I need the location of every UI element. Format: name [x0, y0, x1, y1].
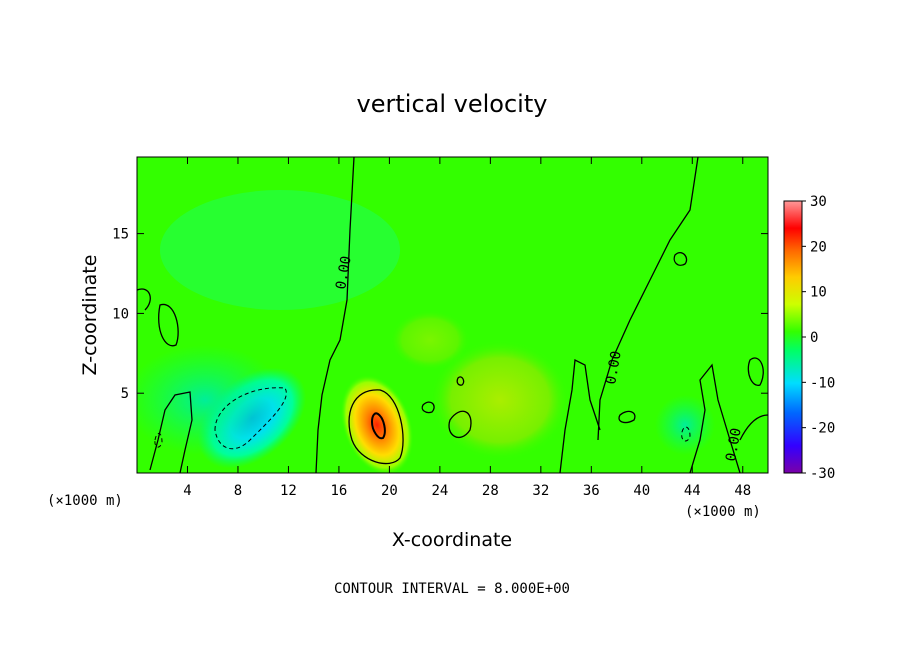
- y-axis: 5 10 15: [112, 227, 768, 402]
- contour-small-3: [448, 410, 472, 439]
- x-tick-label: 36: [583, 483, 600, 499]
- colorbar-tick-label: 0: [810, 330, 818, 346]
- x-unit-label-right: (×1000 m): [685, 504, 761, 520]
- contour-small-6: [747, 357, 764, 386]
- x-axis-label: X-coordinate: [392, 529, 512, 551]
- negative-contours: [154, 387, 691, 450]
- contour-zero-right: [597, 157, 699, 441]
- x-tick-label: 40: [633, 483, 650, 499]
- x-tick-label: 24: [431, 483, 448, 499]
- x-tick-label: 28: [482, 483, 499, 499]
- y-tick-label: 10: [112, 306, 129, 322]
- x-tick-label: 12: [280, 483, 297, 499]
- contour-label: 0.00: [333, 255, 355, 291]
- contour-right-lower: [689, 363, 741, 473]
- contour-descent-dashed: [681, 426, 691, 442]
- plot-frame: [136, 156, 769, 474]
- x-tick-label: 48: [734, 483, 751, 499]
- colorbar-tick-label: 30: [810, 194, 827, 210]
- x-tick-label: 4: [183, 483, 191, 499]
- contour-zero-main: [315, 157, 355, 473]
- colorbar-tick-label: -10: [810, 375, 835, 391]
- colorbar-tick-label: -20: [810, 421, 835, 437]
- colorbar-ticks: 30 20 10 0 -10 -20 -30: [802, 194, 835, 482]
- x-axis: 4 8 12 16 20 24 28 32 36 40 44 48: [183, 157, 751, 499]
- contour-small-5: [673, 251, 688, 266]
- contour-updraft-inner: [370, 412, 386, 440]
- x-tick-label: 20: [381, 483, 398, 499]
- contour-lines: [137, 157, 768, 473]
- y-axis-label: Z-coordinate: [79, 255, 101, 376]
- contour-mid: [559, 358, 601, 473]
- chart-title: vertical velocity: [357, 90, 548, 118]
- weak-ascent-2: [390, 310, 470, 370]
- contour-left-edge: [137, 288, 151, 311]
- contour-updraft-outer: [348, 389, 404, 465]
- x-tick-label: 32: [532, 483, 549, 499]
- contour-left-dashed: [154, 433, 163, 448]
- y-tick-label: 5: [121, 386, 129, 402]
- plot-area: [137, 157, 768, 473]
- downdraft-halo: [137, 345, 285, 455]
- contour-right-edge: [739, 414, 768, 441]
- y-tick-label: 15: [112, 227, 129, 243]
- contour-label: 0.00: [723, 427, 745, 463]
- contour-downdraft-dashed: [214, 387, 287, 450]
- contour-label: 0.00: [603, 350, 625, 386]
- contour-left-small: [158, 304, 179, 347]
- x-tick-label: 8: [234, 483, 242, 499]
- colorbar-tick-label: -30: [810, 466, 835, 482]
- x-unit-label-left: (×1000 m): [47, 493, 123, 509]
- x-tick-label: 16: [330, 483, 347, 499]
- colorbar-tick-label: 20: [810, 239, 827, 255]
- x-tick-label: 44: [684, 483, 701, 499]
- weak-ascent: [430, 340, 570, 460]
- weak-descent: [655, 395, 715, 455]
- upper-weak-region: [160, 190, 400, 310]
- contour-small-1: [421, 401, 435, 414]
- contour-small-4: [618, 410, 636, 424]
- contour-left-lower: [149, 391, 193, 473]
- contour-interval-note: CONTOUR INTERVAL = 8.000E+00: [334, 581, 570, 597]
- colorbar-tick-label: 10: [810, 285, 827, 301]
- colorbar: [783, 200, 803, 474]
- updraft-core: [340, 374, 414, 473]
- contour-small-2: [456, 376, 465, 386]
